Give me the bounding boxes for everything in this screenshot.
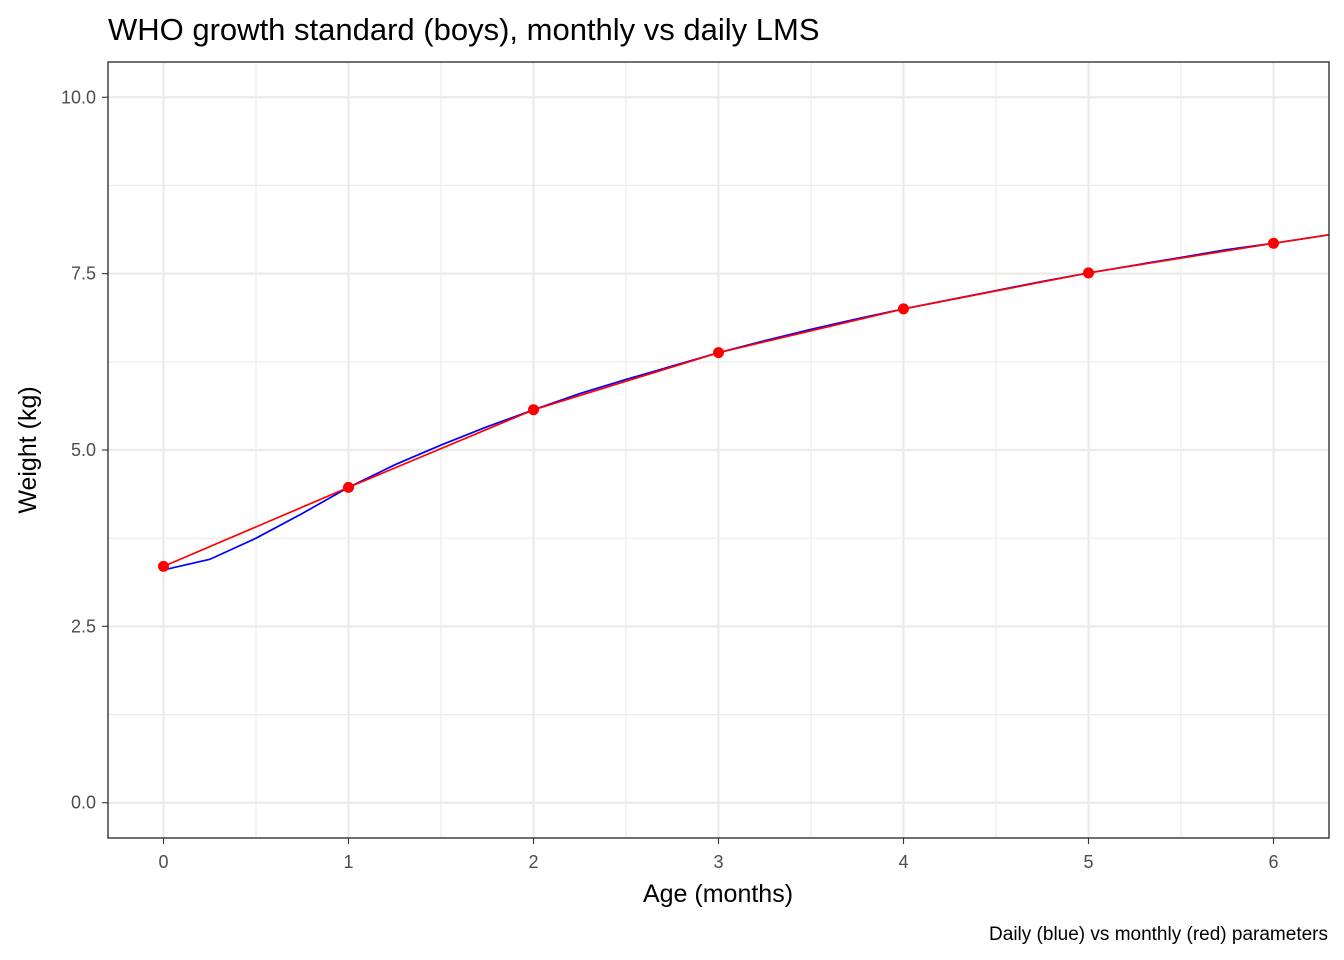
y-tick-label: 10.0 <box>61 87 96 107</box>
chart-title: WHO growth standard (boys), monthly vs d… <box>108 12 820 47</box>
y-axis-title: Weight (kg) <box>14 386 42 513</box>
data-point <box>1083 267 1094 279</box>
y-tick-label: 2.5 <box>71 616 96 636</box>
x-tick-label: 5 <box>1083 852 1093 872</box>
y-tick-label: 5.0 <box>71 440 96 460</box>
data-point <box>343 481 354 493</box>
data-series <box>158 233 1330 572</box>
x-axis-title: Age (months) <box>643 880 793 908</box>
y-axis: 0.0 2.5 5.0 7.5 10.0 <box>61 87 108 813</box>
x-tick-label: 4 <box>898 852 908 872</box>
data-point <box>158 560 169 572</box>
x-tick-label: 2 <box>528 852 538 872</box>
x-tick-label: 0 <box>158 852 168 872</box>
y-tick-label: 0.0 <box>71 793 96 813</box>
data-point <box>1268 237 1279 249</box>
data-point <box>528 404 539 416</box>
series-line-1 <box>163 233 1330 568</box>
plot-grid <box>108 62 1329 838</box>
x-tick-label: 6 <box>1268 852 1278 872</box>
chart-caption: Daily (blue) vs monthly (red) parameters <box>989 924 1328 945</box>
y-tick-label: 7.5 <box>71 264 96 284</box>
data-point <box>898 303 909 315</box>
x-tick-label: 1 <box>343 852 353 872</box>
data-point <box>713 347 724 359</box>
series-line-0 <box>163 233 1330 571</box>
x-tick-label: 3 <box>713 852 723 872</box>
x-axis: 0 1 2 3 4 5 6 <box>158 838 1279 872</box>
